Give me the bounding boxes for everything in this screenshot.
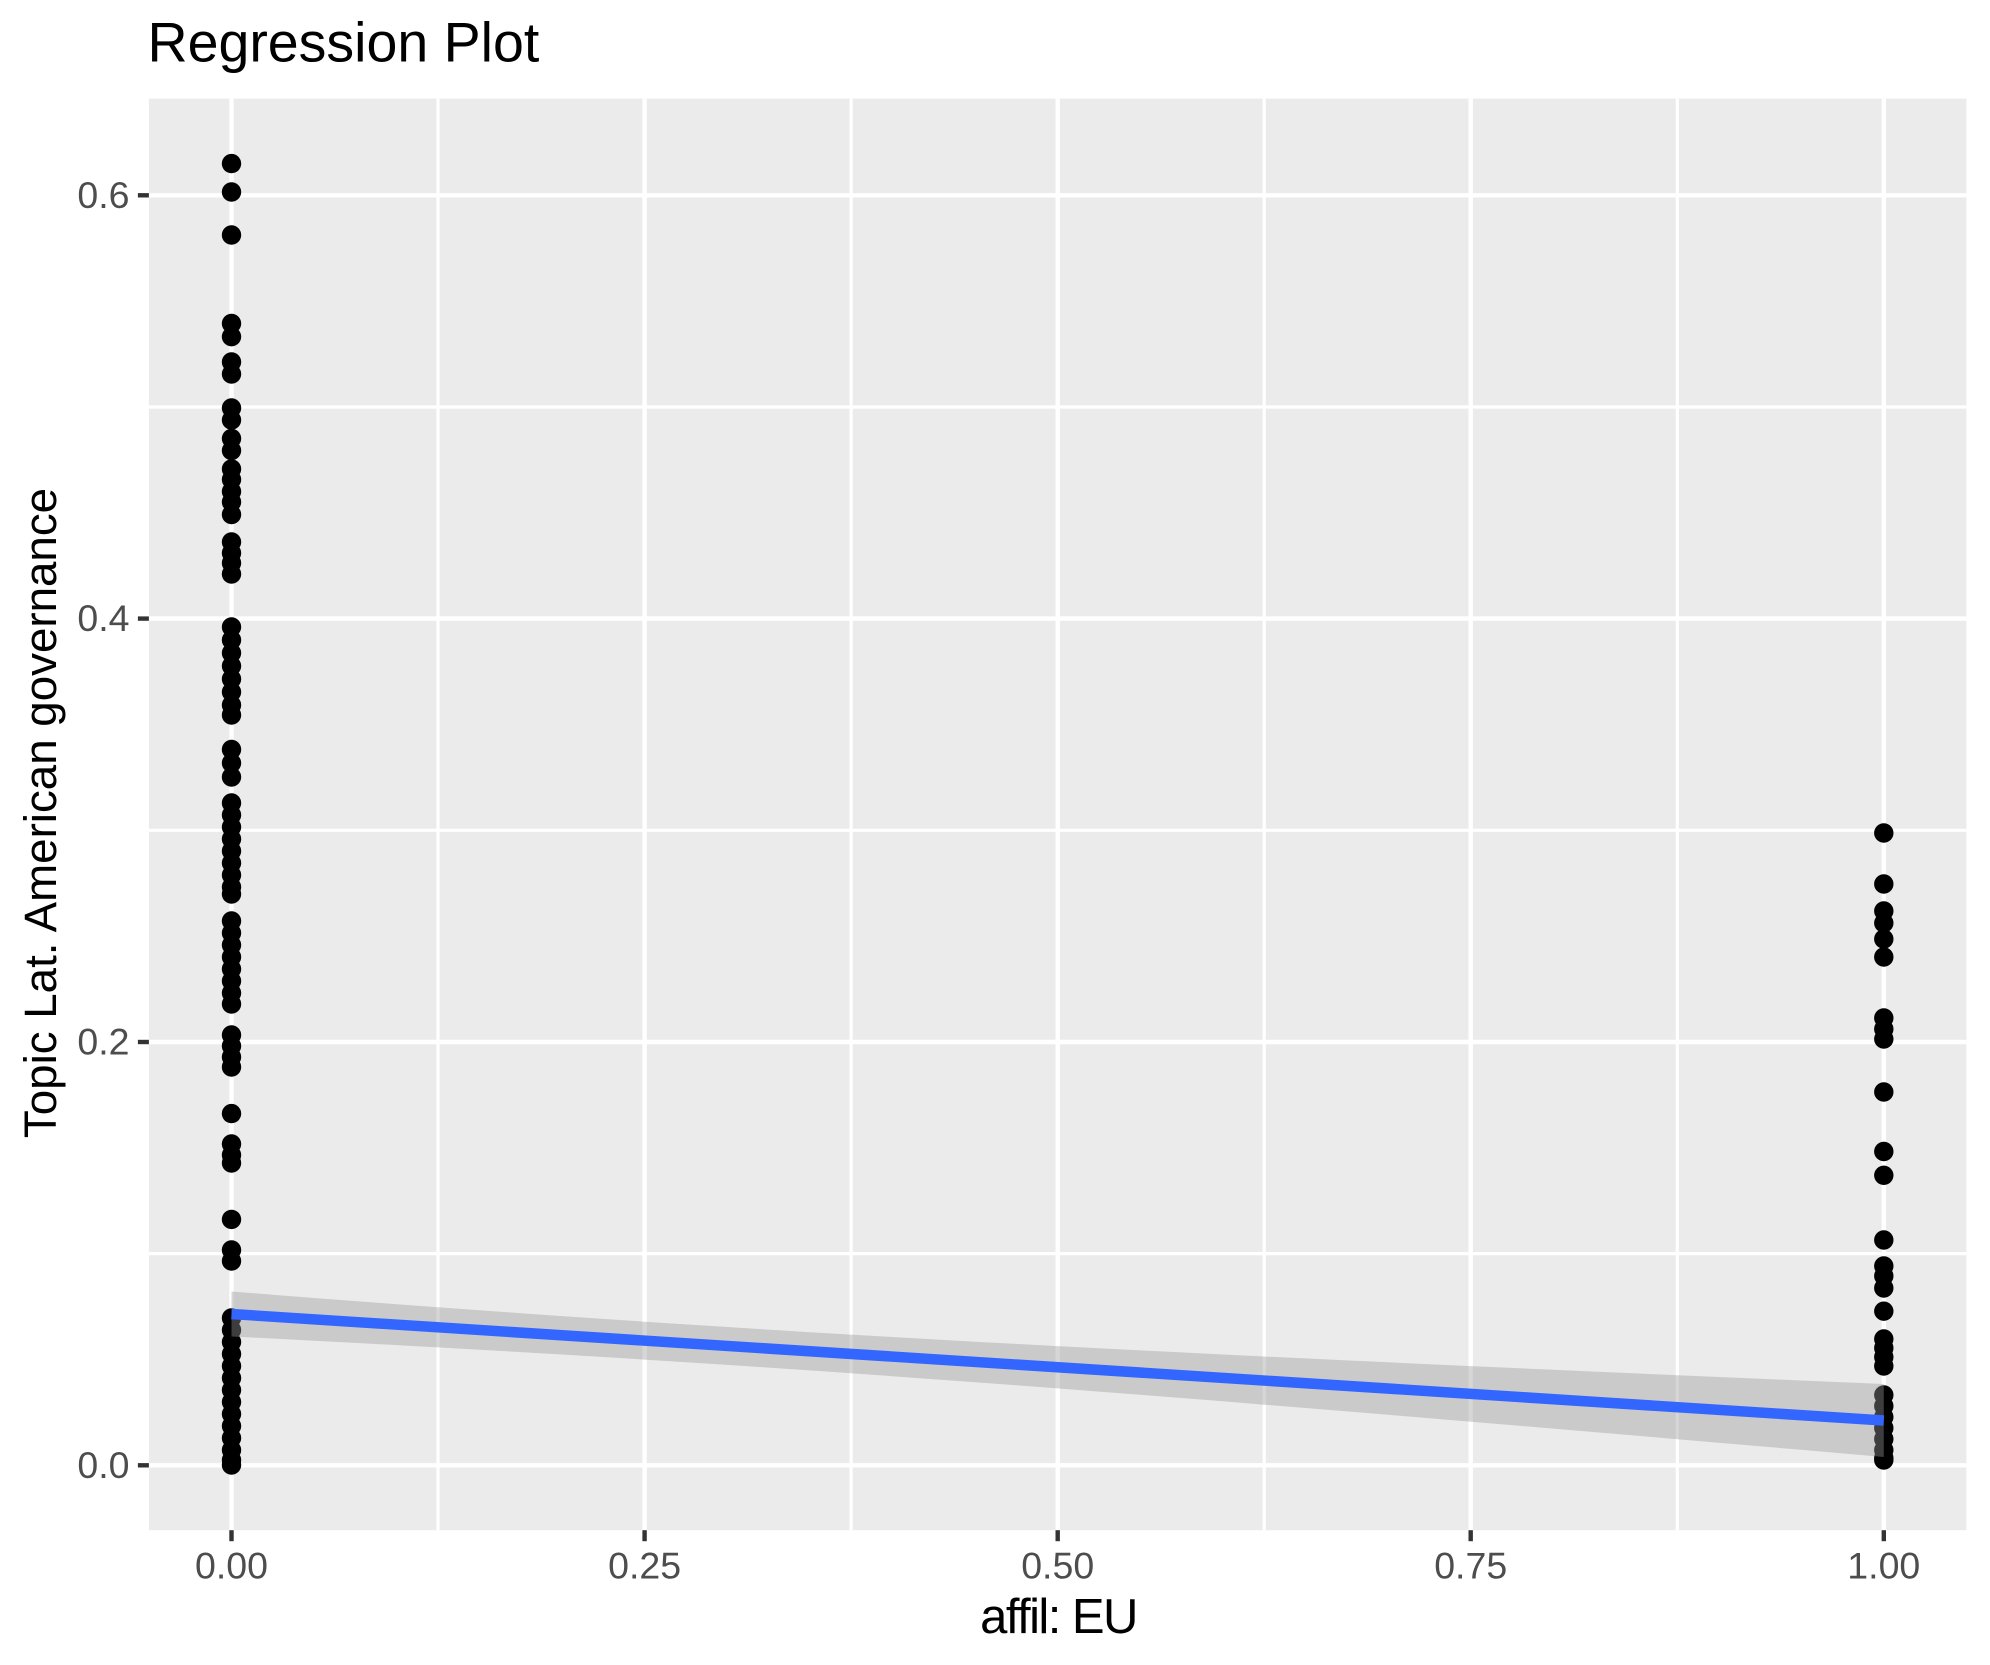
svg-text:Topic Lat. American governance: Topic Lat. American governance bbox=[15, 488, 66, 1138]
svg-text:1.00: 1.00 bbox=[1847, 1544, 1920, 1586]
svg-text:0.50: 0.50 bbox=[1021, 1544, 1094, 1586]
svg-text:0.6: 0.6 bbox=[77, 174, 129, 216]
svg-text:Regression Plot: Regression Plot bbox=[148, 12, 540, 74]
svg-text:0.2: 0.2 bbox=[77, 1021, 129, 1063]
svg-text:0.4: 0.4 bbox=[77, 597, 129, 639]
svg-text:affil: EU: affil: EU bbox=[980, 1590, 1137, 1644]
svg-text:0.0: 0.0 bbox=[77, 1444, 129, 1486]
svg-text:0.00: 0.00 bbox=[195, 1544, 268, 1586]
svg-text:0.75: 0.75 bbox=[1434, 1544, 1507, 1586]
svg-text:0.25: 0.25 bbox=[608, 1544, 681, 1586]
